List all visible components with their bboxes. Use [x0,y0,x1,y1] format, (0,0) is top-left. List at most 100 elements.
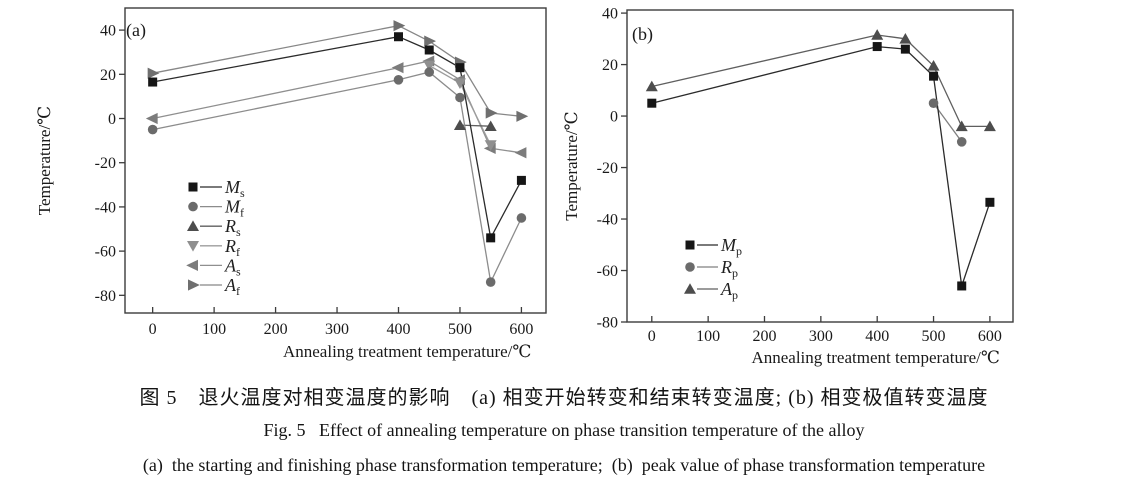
legend-marker-Mf [188,201,198,212]
x-tick-label: 500 [922,328,946,345]
series-Rp-marker [956,137,967,147]
series-Mf-marker [455,92,465,103]
legend-marker-Rs [187,220,199,231]
series-Ms-marker [393,32,403,42]
x-tick-label: 100 [202,321,226,338]
series-Mp-marker [647,98,657,108]
series-Af-marker [516,110,529,122]
series-Ms-marker [455,63,465,73]
y-tick-label: 40 [100,23,116,40]
x-axis-label: Annealing treatment temperature/℃ [283,342,531,361]
series-Ap-marker [645,80,658,92]
series-Ms-marker [148,77,158,87]
y-tick-label: -40 [95,199,116,216]
caption-english-sub: (a) the starting and finishing phase tra… [142,455,986,475]
legend-label-Af: Af [224,275,240,298]
x-tick-label: 0 [648,328,656,345]
caption-chinese: 图 5 退火温度对相变温度的影响 (a) 相变开始转变和结束转变温度; (b) … [139,387,989,409]
series-Af-marker [424,35,437,47]
series-Rf-marker [453,78,466,89]
legend-label-Ms: Ms [224,177,245,200]
y-tick-label: -80 [95,288,116,305]
series-Mf-marker [485,277,496,287]
x-tick-label: 200 [264,321,288,338]
series-As-marker [514,147,527,159]
x-tick-label: 300 [325,321,349,338]
series-Ap-marker [955,120,968,132]
y-tick-label: 0 [108,111,116,128]
series-Mf-marker [147,124,158,135]
series-Rp-marker [928,98,939,108]
series-Ap-marker [899,33,912,44]
series-Mp-marker [929,71,939,81]
x-tick-label: 400 [865,328,889,345]
legend-marker-Ms [188,182,198,192]
y-tick-label: 40 [602,6,618,23]
series-Mp-marker [985,197,995,207]
legend-marker-As [186,259,198,271]
y-axis-label: Temperature/℃ [35,106,54,215]
y-tick-label: -80 [597,315,618,332]
panel-letter: (b) [632,24,653,45]
series-Ms-marker [516,175,526,185]
legend-label-Rf: Rf [224,236,240,259]
y-tick-label: 20 [602,57,618,74]
series-Rs-marker [484,120,497,132]
x-tick-label: 300 [809,328,833,345]
series-As-line [152,60,522,154]
y-tick-label: 0 [610,109,618,126]
chart-b: 0 100 200 300 400 500 60040200-20-40-60-80Anne… [562,6,1014,367]
series-Mf-line [152,71,522,285]
series-Mp-marker [900,44,910,54]
series-As-marker [145,112,158,125]
y-tick-label: -60 [597,263,618,280]
legend-label-As: As [224,255,241,278]
plot-border [124,7,547,314]
series-Ms-marker [486,233,496,243]
series-As-marker [391,62,404,74]
y-tick-label: -60 [95,244,116,261]
y-tick-label: -20 [95,155,116,172]
x-tick-label: 400 [386,321,410,338]
legend-label-Rs: Rs [224,216,241,239]
y-tick-label: -20 [597,160,618,177]
y-axis-label: Temperature/℃ [562,111,581,220]
panel-letter: (a) [126,20,146,41]
x-tick-label: 500 [448,321,472,338]
series-Rf-marker [484,140,497,151]
series-Mp-marker [957,281,967,291]
series-Mp-marker [872,42,882,52]
x-tick-label: 100 [696,328,720,345]
series-Ms-line [152,36,522,240]
series-Ap-marker [871,29,884,40]
series-Mp-line [651,45,991,287]
legend-label-Mp: Mp [720,235,742,258]
legend-label-Rp: Rp [720,257,738,280]
x-tick-label: 200 [752,328,776,345]
series-Mf-marker [424,67,435,77]
series-Ap-marker [927,60,940,71]
series-Mf-marker [393,75,404,85]
caption-english-title: Fig. 5 Effect of annealing temperature o… [263,420,865,440]
series-Mf-marker [516,213,527,223]
x-tick-label: 0 [149,321,157,338]
legend-marker-Rf [187,241,199,252]
series-Ap-marker [983,120,996,132]
series-Rf-marker [423,60,436,72]
series-Rs-marker [453,119,466,130]
legend-marker-Ap [684,283,696,294]
legend-marker-Af [188,279,200,291]
series-Af-marker [393,20,406,32]
legend-label-Mf: Mf [224,197,244,220]
series-Af-marker [147,67,160,79]
x-tick-label: 600 [509,321,533,338]
x-tick-label: 600 [978,328,1002,345]
y-tick-label: -40 [597,212,618,229]
series-Ap-line [651,34,990,128]
x-axis-label: Annealing treatment temperature/℃ [751,348,999,367]
legend-marker-Mp [685,240,695,250]
legend-marker-Rp [685,262,695,272]
series-Af-marker [485,107,498,119]
chart-a: 0 100 200 300 400 500 60040200-20-40-60-80Anne… [35,7,547,361]
